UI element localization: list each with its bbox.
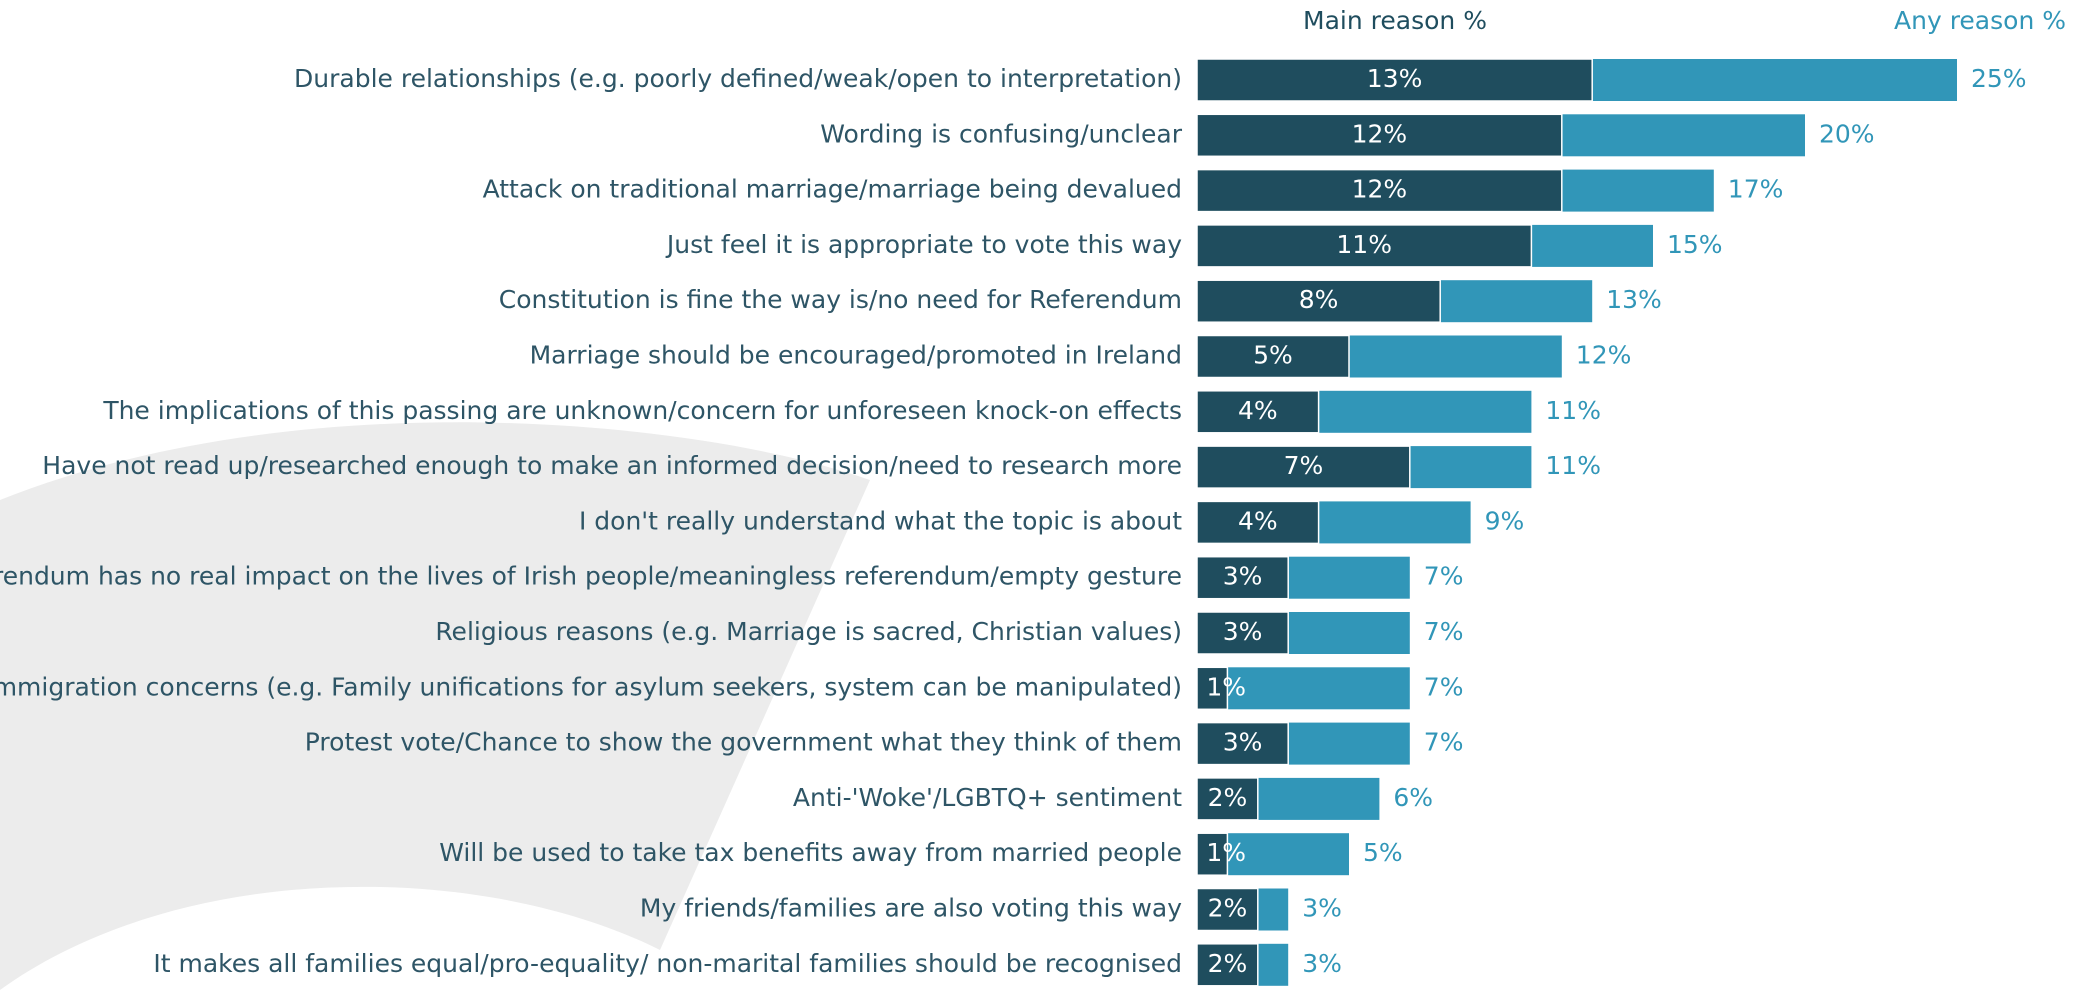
value-label-any: 17% [1728, 175, 1784, 204]
bar-main [1196, 611, 1289, 655]
value-label-any: 7% [1424, 672, 1464, 701]
bar-main [1196, 334, 1350, 379]
value-label-main: 2% [1208, 894, 1248, 923]
value-label-any: 9% [1485, 506, 1525, 535]
value-label-any: 25% [1971, 64, 2027, 93]
value-label-any: 11% [1545, 451, 1601, 480]
value-label-any: 6% [1393, 783, 1433, 812]
value-label-any: 7% [1424, 562, 1464, 591]
bar-main [1196, 445, 1411, 489]
category-label: Attack on traditional marriage/marriage … [483, 175, 1182, 204]
value-label-any: 7% [1424, 728, 1464, 757]
value-label-main: 7% [1284, 451, 1324, 480]
category-label: Marriage should be encouraged/promoted i… [530, 341, 1182, 370]
value-label-main: 1% [1206, 838, 1246, 867]
value-label-any: 7% [1424, 617, 1464, 646]
value-label-main: 3% [1223, 562, 1263, 591]
background-shape [0, 422, 870, 991]
value-label-main: 11% [1336, 230, 1392, 259]
bar-main [1196, 832, 1229, 876]
category-label: Have not read up/researched enough to ma… [42, 451, 1182, 480]
category-label: Immigration concerns (e.g. Family unific… [0, 672, 1182, 701]
value-label-any: 3% [1302, 894, 1342, 923]
category-label: Will be used to take tax benefits away f… [439, 838, 1182, 867]
value-label-main: 4% [1238, 396, 1278, 425]
value-label-any: 13% [1606, 285, 1662, 314]
value-label-main: 12% [1352, 175, 1408, 204]
value-label-main: 3% [1223, 617, 1263, 646]
bar-main [1196, 666, 1229, 711]
value-label-any: 15% [1667, 230, 1723, 259]
value-label-main: 5% [1253, 341, 1293, 370]
bar-main [1196, 943, 1259, 987]
category-label: Constitution is fine the way is/no need … [499, 285, 1182, 314]
value-label-any: 20% [1819, 119, 1875, 148]
category-label: Protest vote/Chance to show the governme… [305, 728, 1182, 757]
category-label: Anti-'Woke'/LGBTQ+ sentiment [793, 783, 1182, 812]
bar-main [1196, 555, 1289, 600]
value-label-any: 3% [1302, 949, 1342, 978]
category-label: It makes all families equal/pro-equality… [153, 949, 1182, 978]
bar-main [1196, 721, 1289, 766]
value-label-main: 1% [1206, 672, 1246, 701]
value-label-main: 2% [1208, 783, 1248, 812]
bar-main [1196, 500, 1320, 545]
bar-main [1196, 887, 1259, 932]
value-label-main: 4% [1238, 506, 1278, 535]
category-label: Wording is confusing/unclear [820, 119, 1183, 148]
category-label: Just feel it is appropriate to vote this… [665, 230, 1182, 259]
bar-main [1196, 113, 1563, 158]
value-label-main: 3% [1223, 728, 1263, 757]
bar-main [1196, 390, 1320, 434]
category-label: Durable relationships (e.g. poorly defin… [294, 64, 1182, 93]
legend-any: Any reason % [1894, 6, 2066, 35]
bar-any [1197, 667, 1410, 710]
bar-main [1196, 168, 1563, 213]
category-label: I don't really understand what the topic… [579, 506, 1182, 535]
bar-main [1196, 777, 1259, 821]
value-label-any: 12% [1576, 341, 1632, 370]
bar-main [1196, 58, 1593, 102]
value-label-any: 5% [1363, 838, 1403, 867]
bar-main [1196, 279, 1441, 323]
value-label-any: 11% [1545, 396, 1601, 425]
value-label-main: 12% [1352, 119, 1408, 148]
value-label-main: 8% [1299, 285, 1339, 314]
category-label: My friends/families are also voting this… [640, 894, 1182, 923]
bar-main [1196, 224, 1533, 268]
category-label: The referendum has no real impact on the… [0, 562, 1182, 591]
category-label: The implications of this passing are unk… [102, 396, 1182, 425]
legend-main: Main reason % [1303, 6, 1487, 35]
value-label-main: 2% [1208, 949, 1248, 978]
category-label: Religious reasons (e.g. Marriage is sacr… [435, 617, 1182, 646]
value-label-main: 13% [1367, 64, 1423, 93]
